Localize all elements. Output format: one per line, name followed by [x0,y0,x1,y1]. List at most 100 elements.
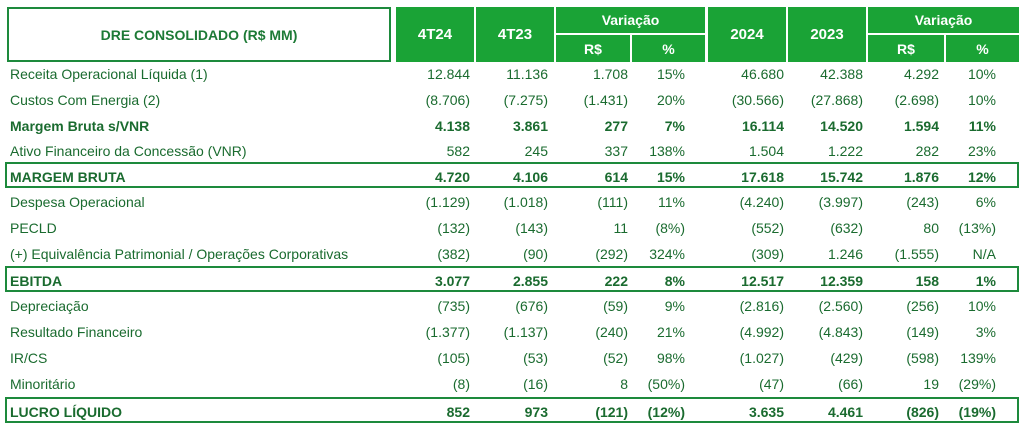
cell-var-rs-year: (256) [906,298,939,314]
cell-2024: (30.566) [731,92,784,108]
cell-var-rs-quarter: (52) [603,350,628,366]
cell-2023: 12.359 [820,273,863,289]
cell-var-rs-year: 1.594 [903,118,939,134]
cell-4t24: 852 [446,404,470,420]
cell-4t24: (382) [437,246,470,262]
header-pct-year: % [946,35,1019,62]
cell-var-rs-quarter: 8 [620,376,628,392]
cell-var-pct-quarter: (12%) [647,404,685,420]
cell-var-rs-year: (2.698) [894,92,939,108]
cell-4t23: 2.855 [512,273,548,289]
cell-var-pct-quarter: 21% [656,324,685,340]
cell-2023: 42.388 [820,66,863,82]
cell-4t23: 3.861 [512,118,548,134]
cell-var-pct-year: 10% [967,66,996,82]
cell-var-rs-quarter: 11 [613,220,628,236]
cell-var-rs-quarter: 337 [604,143,628,159]
cell-var-pct-year: 139% [960,350,996,366]
cell-var-rs-year: (1.555) [894,246,939,262]
table-row: Minoritário (8) (16) 8 (50%) (47) (66) 19 (29%) [0,371,1024,397]
cell-4t23: 11.136 [506,66,548,82]
cell-var-rs-year: 158 [915,273,939,289]
cell-2024: 1.504 [748,143,784,159]
cell-2024: (4.240) [739,194,784,210]
cell-2023: 15.742 [820,169,863,185]
cell-var-pct-quarter: 15% [656,169,685,185]
cell-4t23: (16) [523,376,548,392]
cell-4t24: (105) [437,350,470,366]
cell-var-pct-year: 6% [975,194,996,210]
header-variacao-quarter: Variação [556,7,705,33]
header-rs-year: R$ [868,35,944,62]
cell-4t24: (735) [437,298,470,314]
cell-var-rs-year: 80 [923,220,939,236]
row-label: Minoritário [10,376,76,392]
cell-var-rs-year: (826) [906,404,939,420]
cell-var-pct-quarter: 9% [664,298,685,314]
table-row: MARGEM BRUTA 4.720 4.106 614 15% 17.618 15.742… [5,162,1019,188]
cell-var-pct-year: 1% [975,273,996,289]
cell-var-rs-quarter: (292) [595,246,628,262]
cell-var-pct-year: 10% [967,92,996,108]
cell-4t24: 582 [446,143,470,159]
cell-var-pct-year: 11% [968,118,996,134]
cell-var-rs-quarter: 614 [604,169,628,185]
cell-2024: 17.618 [741,169,784,185]
cell-var-rs-year: 4.292 [903,66,939,82]
row-label: MARGEM BRUTA [10,169,126,185]
cell-4t23: (53) [523,350,548,366]
cell-var-rs-quarter: (240) [595,324,628,340]
cell-4t23: 245 [524,143,548,159]
table-row: Receita Operacional Líquida (1) 12.844 11.… [0,61,1024,87]
cell-4t23: (1.018) [503,194,548,210]
cell-2024: (1.027) [739,350,784,366]
cell-var-rs-quarter: (1.431) [583,92,628,108]
table-row: Margem Bruta s/VNR 4.138 3.861 277 7% 16.114 1… [0,113,1024,139]
row-label: Resultado Financeiro [10,324,143,340]
cell-var-rs-quarter: 222 [604,273,628,289]
cell-4t24: 4.138 [434,118,470,134]
cell-var-pct-quarter: 15% [656,66,685,82]
table-row: (+) Equivalência Patrimonial / Operações… [0,241,1024,267]
cell-2024: (2.816) [739,298,784,314]
header-2024: 2024 [708,7,786,62]
cell-2023: (4.843) [818,324,863,340]
row-label: PECLD [10,220,57,236]
table-row: PECLD (132) (143) 11 (8%) (552) (632) 80 (13%) [0,215,1024,241]
row-label: EBITDA [10,273,63,289]
cell-var-pct-quarter: 20% [656,92,685,108]
cell-2023: 4.461 [827,404,863,420]
cell-var-pct-year: (29%) [958,376,996,392]
cell-var-rs-year: 1.876 [903,169,939,185]
cell-var-pct-quarter: 138% [649,143,685,159]
cell-4t23: (90) [523,246,548,262]
cell-var-rs-year: 282 [915,143,939,159]
cell-var-pct-year: 12% [967,169,996,185]
cell-2024: 46.680 [741,66,784,82]
table-row: Depreciação (735) (676) (59) 9% (2.816) (2.560… [0,293,1024,319]
cell-var-pct-year: 10% [967,298,996,314]
cell-var-rs-year: (243) [906,194,939,210]
cell-2023: (632) [830,220,863,236]
row-label: LUCRO LÍQUIDO [10,404,122,420]
cell-var-pct-year: (13%) [958,220,996,236]
cell-var-pct-quarter: (50%) [647,376,685,392]
row-label: Ativo Financeiro da Concessão (VNR) [10,143,247,159]
cell-2023: 1.222 [827,143,863,159]
cell-2023: (27.868) [810,92,863,108]
cell-var-pct-quarter: 8% [664,273,685,289]
cell-4t24: (132) [437,220,470,236]
cell-4t24: (1.129) [425,194,470,210]
cell-2024: 3.635 [748,404,784,420]
table-row: Despesa Operacional (1.129) (1.018) (111) 11… [0,189,1024,215]
row-label: Despesa Operacional [10,194,145,210]
cell-4t24: (1.377) [425,324,470,340]
cell-4t23: (7.275) [503,92,548,108]
cell-var-pct-quarter: 7% [664,118,685,134]
cell-2023: (66) [838,376,863,392]
cell-2024: (552) [751,220,784,236]
cell-var-rs-quarter: 1.708 [592,66,628,82]
cell-var-pct-quarter: 324% [649,246,685,262]
cell-4t24: 4.720 [434,169,470,185]
cell-2024: (4.992) [739,324,784,340]
